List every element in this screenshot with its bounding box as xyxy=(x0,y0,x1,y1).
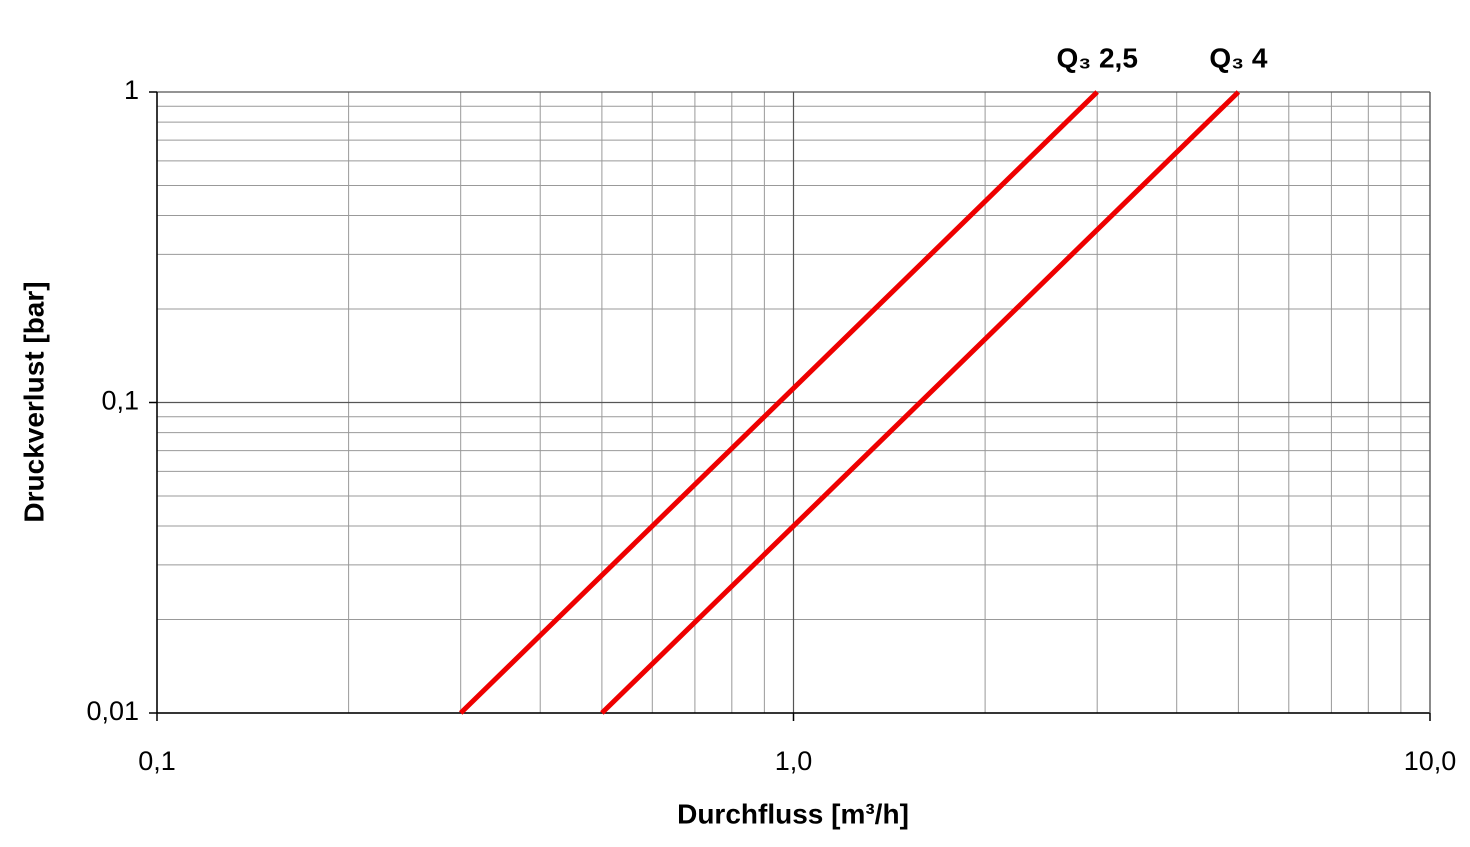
y-tick-label: 0,01 xyxy=(86,696,139,726)
x-tick-label: 1,0 xyxy=(775,746,813,776)
y-tick-label: 0,1 xyxy=(101,386,139,416)
y-axis-label: Druckverlust [bar] xyxy=(18,281,49,522)
data-line xyxy=(458,90,1099,715)
data-line xyxy=(600,90,1241,715)
legend-label: Q₃ 4 xyxy=(1209,42,1268,73)
x-tick-label: 10,0 xyxy=(1404,746,1457,776)
y-tick-label: 1 xyxy=(124,75,139,105)
legend-label: Q₃ 2,5 xyxy=(1056,42,1137,73)
x-axis-label: Durchfluss [m³/h] xyxy=(677,798,909,829)
x-tick-label: 0,1 xyxy=(138,746,176,776)
